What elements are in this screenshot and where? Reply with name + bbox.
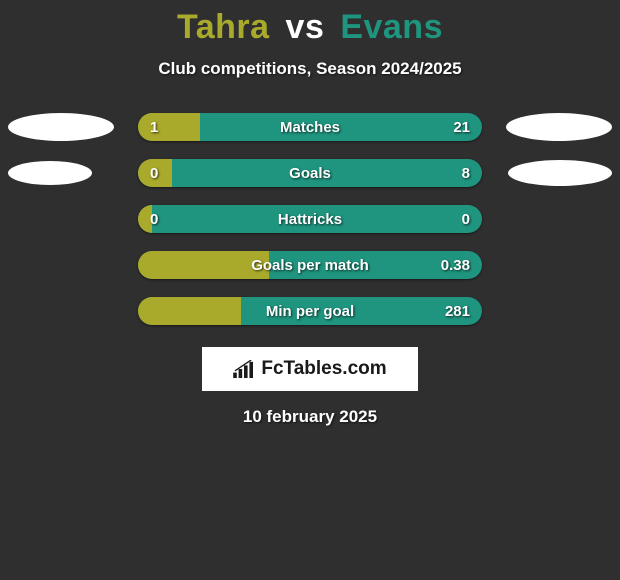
stat-bar: Matches121 — [138, 113, 482, 141]
stat-row: Goals per match0.38 — [0, 251, 620, 279]
stat-value-right: 21 — [453, 113, 470, 141]
marker-ellipse-left — [8, 113, 114, 141]
stat-row: Min per goal281 — [0, 297, 620, 325]
comparison-title: Tahra vs Evans — [0, 0, 620, 47]
marker-ellipse-left — [8, 161, 92, 185]
stat-bar: Hattricks00 — [138, 205, 482, 233]
stat-bar-left-fill — [138, 205, 152, 233]
player1-name: Tahra — [177, 8, 270, 46]
date-label: 10 february 2025 — [0, 407, 620, 427]
stat-row: Matches121 — [0, 113, 620, 141]
stat-value-right: 0.38 — [441, 251, 470, 279]
player2-name: Evans — [340, 8, 443, 46]
stat-bar-left-fill — [138, 113, 200, 141]
stat-value-right: 8 — [462, 159, 470, 187]
chart-icon — [233, 360, 255, 378]
stat-bar-left-fill — [138, 297, 241, 325]
stat-row: Goals08 — [0, 159, 620, 187]
stat-label: Hattricks — [138, 205, 482, 233]
stat-label: Goals — [138, 159, 482, 187]
logo-box: FcTables.com — [202, 347, 418, 391]
stat-value-right: 0 — [462, 205, 470, 233]
vs-label: vs — [286, 8, 325, 46]
stat-bar-left-fill — [138, 251, 269, 279]
stat-rows: Matches121Goals08Hattricks00Goals per ma… — [0, 113, 620, 325]
stat-bar: Min per goal281 — [138, 297, 482, 325]
stat-bar-left-fill — [138, 159, 172, 187]
stat-value-right: 281 — [445, 297, 470, 325]
stat-bar: Goals per match0.38 — [138, 251, 482, 279]
stat-bar: Goals08 — [138, 159, 482, 187]
subtitle: Club competitions, Season 2024/2025 — [0, 59, 620, 79]
logo-text: FcTables.com — [261, 358, 386, 380]
stat-row: Hattricks00 — [0, 205, 620, 233]
marker-ellipse-right — [506, 113, 612, 141]
marker-ellipse-right — [508, 160, 612, 186]
